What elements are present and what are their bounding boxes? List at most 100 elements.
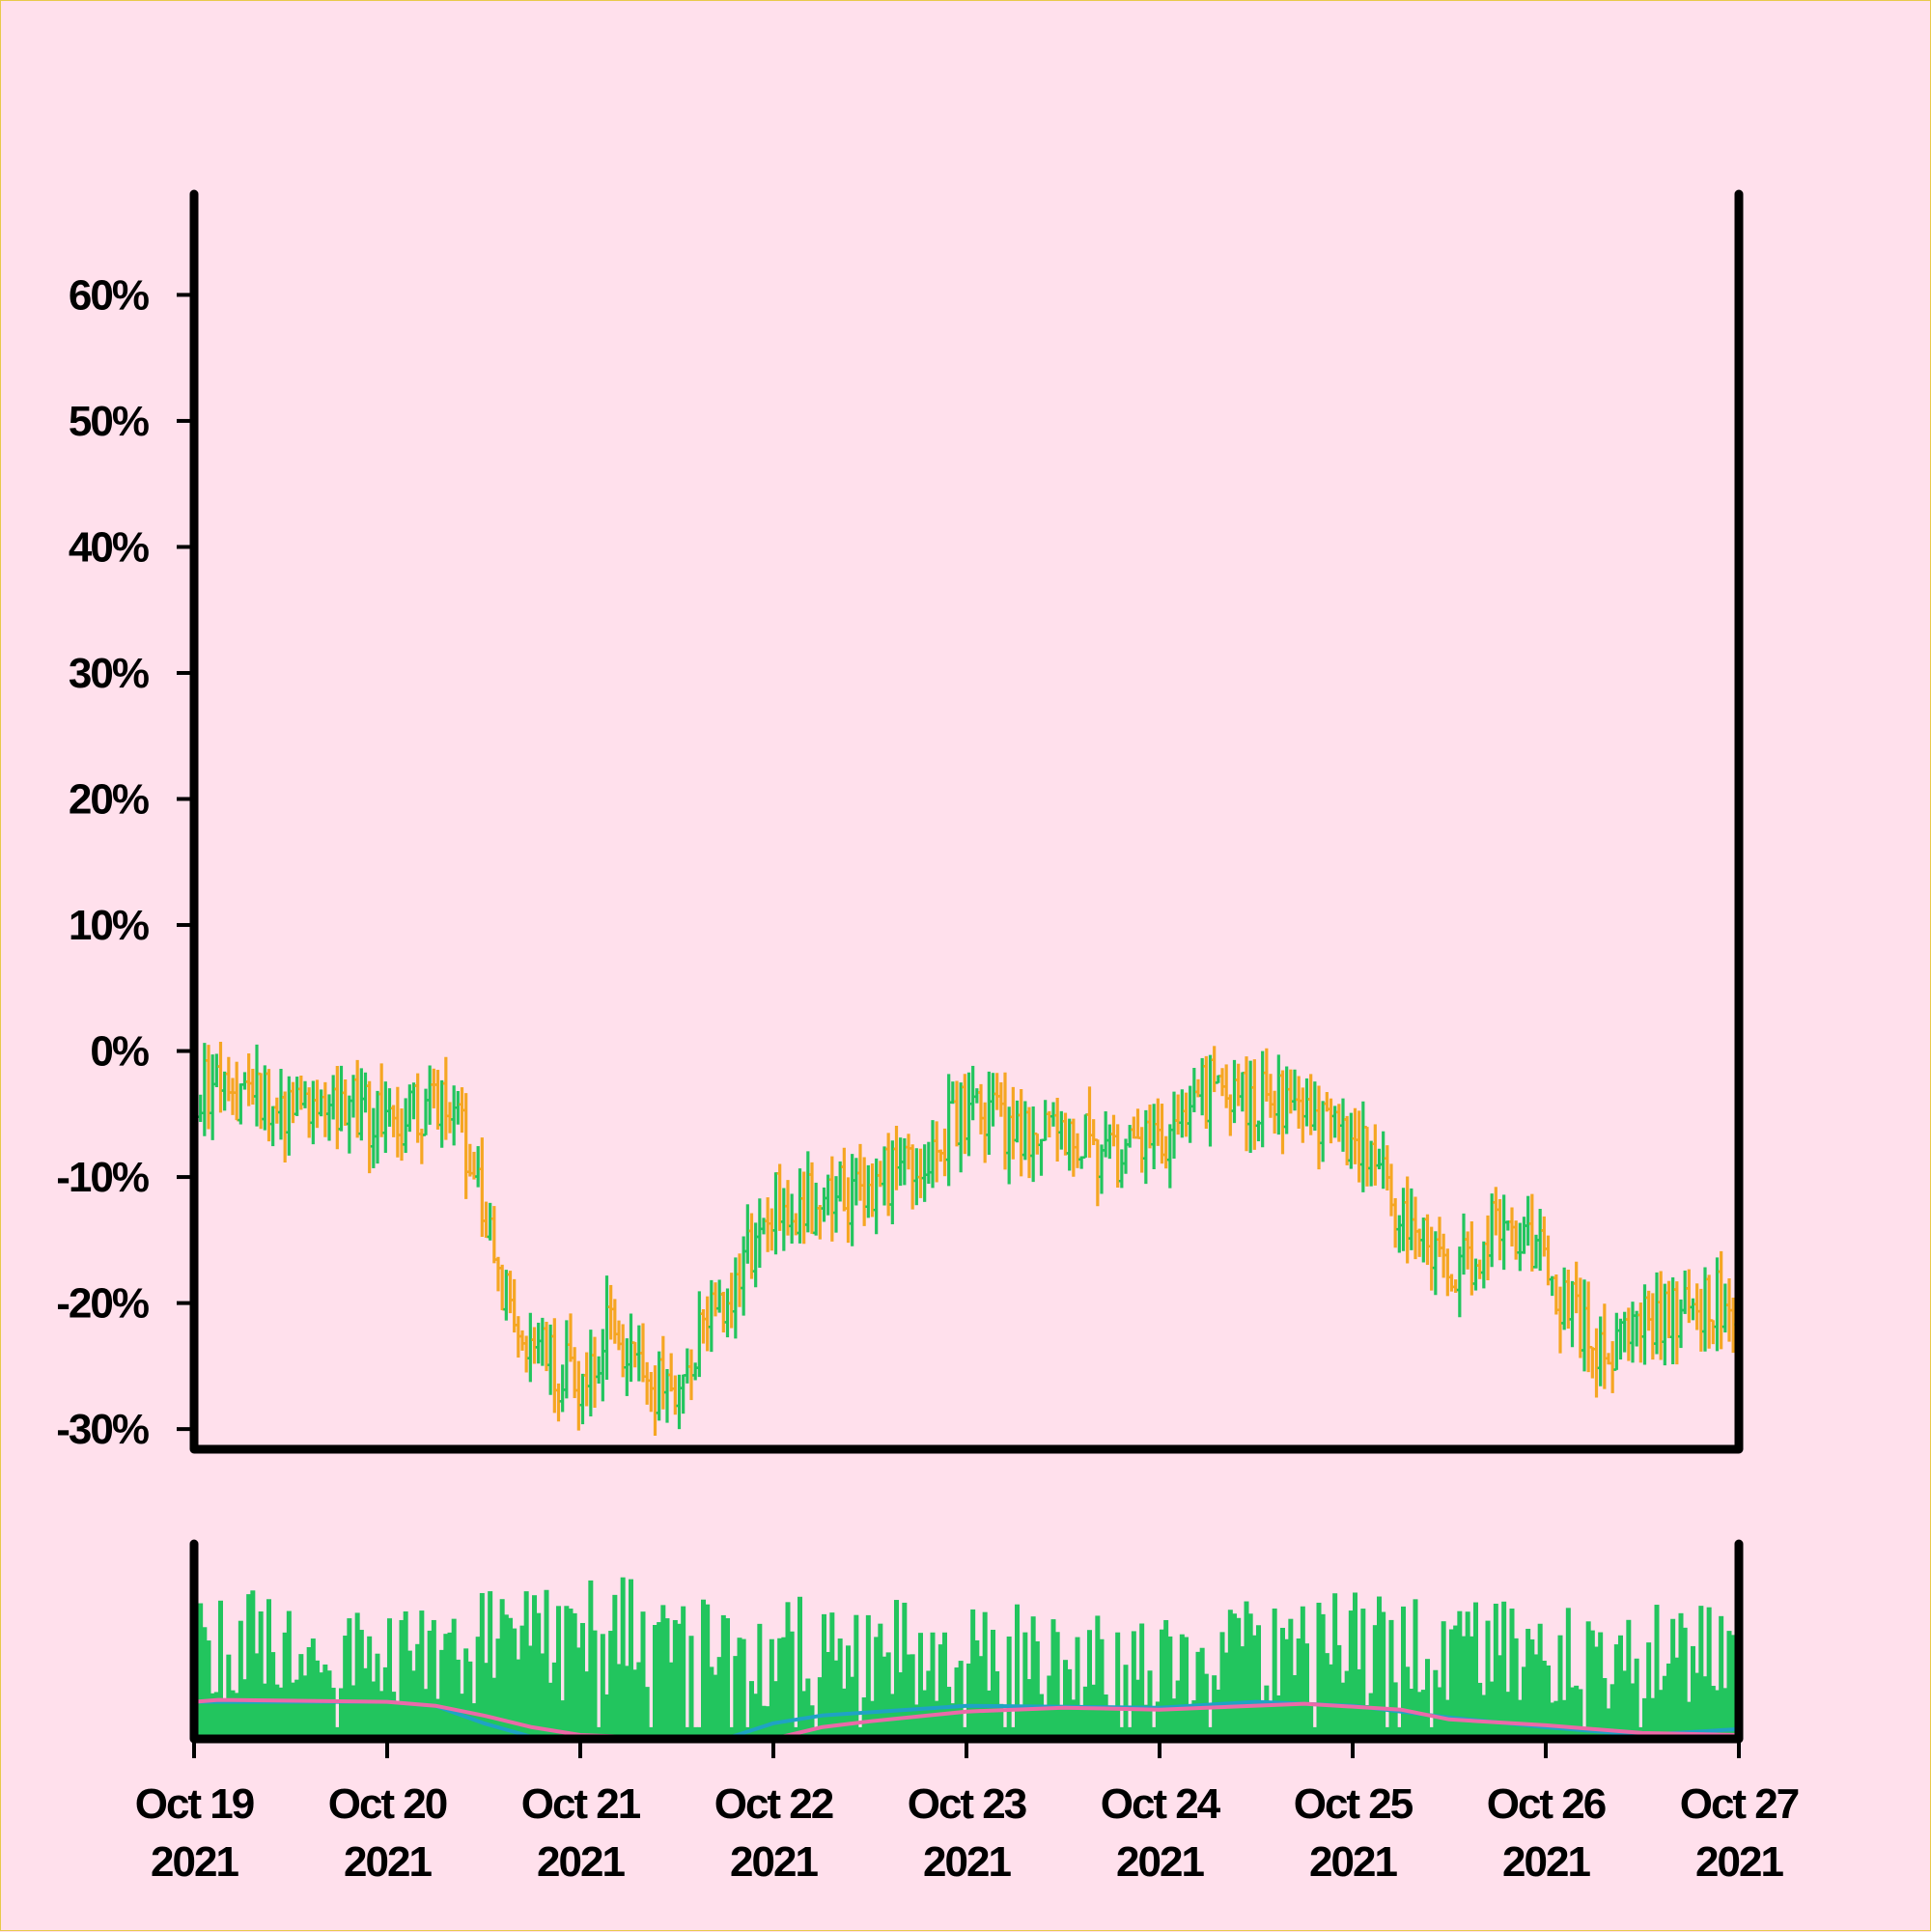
volume-bar [660,1605,666,1739]
ohlc-bar [941,1128,948,1177]
ohlc-bar [1428,1226,1435,1291]
volume-bar [508,1617,513,1739]
ohlc-bar [1630,1302,1636,1363]
volume-bar [1505,1692,1511,1739]
ohlc-bar [1010,1086,1017,1160]
volume-bar [902,1602,908,1739]
volume-bar [1247,1613,1253,1739]
ohlc-bar [882,1146,887,1206]
volume-bar [532,1595,537,1739]
ohlc-bar [1239,1071,1245,1112]
volume-bar [339,1688,344,1739]
ohlc-bar [624,1338,630,1396]
ohlc-bar [1493,1187,1499,1236]
volume-bar [310,1638,316,1739]
ohlc-bar [394,1086,401,1158]
volume-bar [805,1678,811,1739]
ohlc-bar [535,1322,542,1364]
ohlc-bar [748,1213,755,1279]
ohlc-bar [828,1156,835,1242]
volume-bar [672,1619,678,1739]
volume-moving-average-line [193,1697,1740,1741]
volume-bar [1646,1642,1652,1739]
ohlc-bar [1465,1231,1471,1270]
volume-bar [1726,1631,1732,1739]
ohlc-bar [800,1171,807,1245]
volume-bar [527,1645,533,1739]
ohlc-bar [600,1329,606,1402]
x-tick-label-date: Oct 21 [521,1780,641,1828]
y-axis-ticks: 60% 50% 40% 30% 20% 10% 0% -10% -20% -30% [56,271,192,1453]
ohlc-bar [1569,1280,1576,1348]
volume-bar [1010,1726,1016,1739]
volume-bar [970,1609,976,1739]
ohlc-bar [579,1373,586,1425]
volume-bar [753,1694,759,1739]
volume-bar [1232,1613,1237,1739]
volume-bar [1522,1666,1526,1739]
ohlc-bar [434,1070,441,1130]
ohlc-bar [1573,1261,1580,1314]
y-tick-label: 0% [90,1028,148,1076]
volume-bar [1106,1705,1112,1739]
ohlc-bar [342,1079,349,1126]
ohlc-bar [993,1073,1000,1110]
volume-bar [942,1632,947,1739]
volume-bar [1216,1689,1221,1739]
volume-bar [861,1697,867,1739]
volume-bar [222,1700,228,1739]
volume-bar [354,1612,360,1739]
ohlc-bar [1609,1341,1616,1393]
ohlc-bar [1682,1270,1689,1314]
volume-bar [1268,1702,1273,1739]
volume-bar [1694,1672,1700,1739]
volume-bar [1642,1697,1647,1739]
volume-bar [588,1580,594,1739]
ohlc-bar [921,1144,928,1202]
ohlc-bar [1340,1098,1346,1152]
ohlc-bar [1528,1193,1535,1272]
ohlc-bar [1678,1299,1684,1349]
ohlc-bar [728,1273,735,1329]
ohlc-bar [652,1365,658,1437]
ohlc-bar [616,1320,622,1351]
volume-bar [1658,1690,1664,1739]
ohlc-bar [568,1313,574,1362]
ohlc-bar [310,1080,317,1145]
volume-bar [226,1654,232,1739]
ohlc-bar [399,1108,405,1162]
volume-bar [210,1693,215,1739]
volume-bar [431,1619,436,1739]
ohlc-bar [378,1063,385,1137]
volume-bar [1385,1726,1390,1739]
ohlc-bar [628,1313,634,1383]
volume-bar [1364,1705,1370,1739]
ohlc-bar [620,1324,627,1378]
ohlc-bar [330,1075,337,1120]
volume-bar [1099,1638,1105,1739]
volume-bar [636,1662,642,1739]
y-tick-label: 40% [69,523,149,571]
ohlc-bar [596,1356,602,1384]
x-tick-label-date: Oct 19 [135,1780,254,1828]
volume-bar [1260,1701,1266,1739]
ohlc-bar [804,1151,811,1233]
ohlc-bar [390,1105,397,1137]
volume-bar [657,1622,662,1739]
volume-bar [1715,1690,1720,1739]
ohlc-bar [1416,1228,1423,1257]
ohlc-bar [1018,1088,1024,1177]
volume-bar [512,1628,518,1739]
volume-bar [1015,1604,1020,1739]
ohlc-bar [592,1336,598,1409]
volume-bar [653,1625,658,1739]
ohlc-bar [334,1066,341,1150]
volume-bar [347,1618,352,1739]
volume-bar [882,1656,887,1739]
volume-bar [1433,1669,1439,1739]
volume-bar [358,1630,364,1739]
volume-bar [1284,1638,1290,1739]
volume-bar [1275,1694,1281,1739]
volume-bars [194,1577,1740,1739]
ohlc-bar [1545,1235,1552,1286]
